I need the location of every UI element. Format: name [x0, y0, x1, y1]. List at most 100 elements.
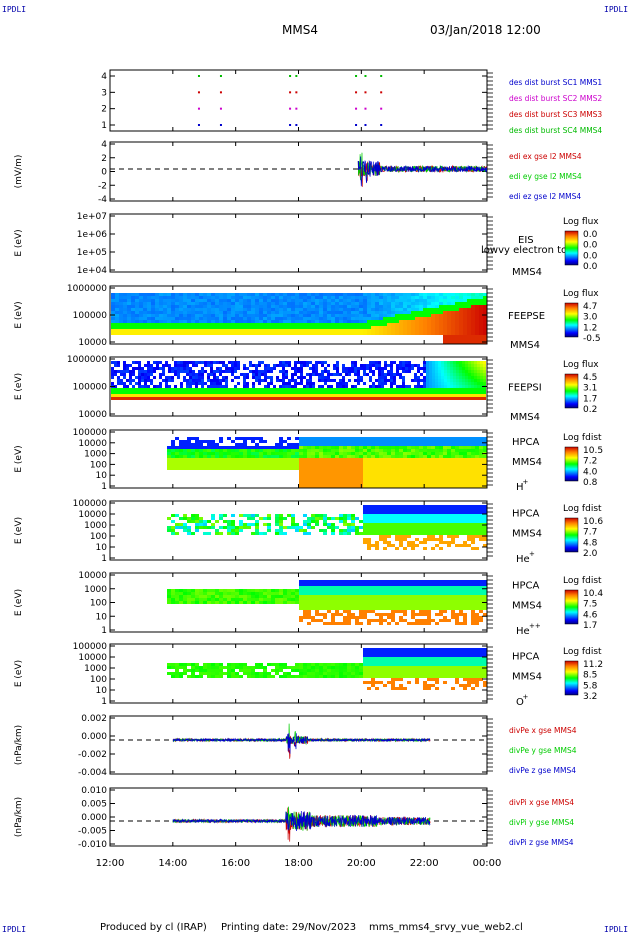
hpca_h-panel-cell — [215, 446, 219, 449]
feepse-panel-cell — [439, 326, 443, 329]
hpca_h-panel-cell — [451, 482, 455, 485]
feepse-panel-cell — [399, 299, 403, 302]
feepse-panel-cell — [299, 302, 303, 305]
hpca_h-panel-cell — [331, 461, 335, 464]
burst-mark — [295, 107, 298, 110]
feepsi-panel-cell — [483, 397, 486, 400]
feepse-panel-cell — [263, 332, 267, 335]
feepsi-panel-cell — [378, 376, 381, 379]
feepse-panel-cell — [331, 305, 335, 308]
hpca_h-panel-cell — [219, 467, 223, 470]
feepsi-panel-cell — [324, 367, 327, 370]
feepsi-panel-cell — [237, 367, 240, 370]
feepsi-panel-cell — [306, 385, 309, 388]
feepse-panel-cell — [199, 332, 203, 335]
feepse-panel-cell — [335, 323, 339, 326]
feepsi-panel-cell — [126, 364, 129, 367]
feepse-panel-cell — [203, 311, 207, 314]
hpca_h-panel-cell — [355, 476, 359, 479]
hpca_h-panel-cell — [455, 452, 459, 455]
feepse-panel-cell — [467, 308, 471, 311]
feepsi-panel-cell — [219, 373, 222, 376]
hpca_h-panel-cell — [387, 473, 391, 476]
hpca_h-panel-cell — [351, 452, 355, 455]
feepse-panel-cell — [163, 323, 167, 326]
hpca_h-panel-cell — [475, 479, 479, 482]
hpca_h-panel-cell — [375, 440, 379, 443]
feepsi-panel-cell — [471, 364, 474, 367]
feepsi-panel-cell — [144, 370, 147, 373]
hpca_h-panel-cell — [315, 437, 319, 440]
hpca_h-panel-cell — [471, 473, 475, 476]
hpca_h-panel-cell — [383, 476, 387, 479]
feepsi-panel-cell — [480, 367, 483, 370]
hpca_he1-panel-cell — [211, 517, 215, 520]
hpca_he1-panel-cell — [415, 511, 419, 514]
hpca_h-panel-cell — [411, 473, 415, 476]
feepse-panel-cell — [195, 293, 199, 296]
feepse-panel-cell — [295, 314, 299, 317]
feepsi-panel-cell — [168, 397, 171, 400]
hpca_h-panel-cell — [343, 461, 347, 464]
feepsi-panel-cell — [348, 367, 351, 370]
hpca_he2-panel-cell — [187, 601, 191, 604]
feepsi-panel-cell — [195, 373, 198, 376]
feepse-panel-cell — [355, 299, 359, 302]
hpca_h-panel-cell — [315, 452, 319, 455]
feepse-panel-cell — [471, 299, 475, 302]
feepse-panel-cell — [355, 305, 359, 308]
hpca_he1-panel-cell — [395, 514, 399, 517]
feepsi-panel-cell — [402, 397, 405, 400]
feepse-panel-cell — [375, 314, 379, 317]
feepsi-panel-cell — [417, 385, 420, 388]
feepse-panel-cell — [363, 326, 367, 329]
feepsi-panel-cell — [204, 394, 207, 397]
hpca_h-panel-cell — [347, 473, 351, 476]
hpca_h-panel-cell — [439, 455, 443, 458]
feepse-panel-cell — [195, 302, 199, 305]
feepse-panel-cell — [223, 305, 227, 308]
feepse-panel-cell — [131, 299, 135, 302]
corner-tag-bottom-right: IPDLI — [604, 925, 628, 934]
feepsi-panel-cell — [342, 367, 345, 370]
hpca_he1-panel-cell — [319, 517, 323, 520]
hpca_he1-panel-cell — [179, 526, 183, 529]
hpca_he1-panel-cell — [399, 529, 403, 532]
hpca_h-panel-cell — [307, 446, 311, 449]
feepse-panel-cell — [163, 314, 167, 317]
feepse-panel-cell — [371, 332, 375, 335]
feepsi-panel-cell — [378, 364, 381, 367]
feepse-panel-cell — [179, 299, 183, 302]
feepsi-panel-cell — [219, 382, 222, 385]
feepse-panel-cell — [467, 335, 471, 338]
feepse-panel-cell — [207, 296, 211, 299]
hpca_h-panel-cell — [379, 461, 383, 464]
feepse-panel-cell — [183, 323, 187, 326]
feepsi-panel-cell — [165, 364, 168, 367]
hpca_h-panel-cell — [243, 440, 247, 443]
feepsi-panel-cell — [282, 364, 285, 367]
feepsi-panel-label: FEEPSI — [508, 383, 542, 394]
feepsi-panel-cell — [318, 397, 321, 400]
feepse-panel-cell — [163, 302, 167, 305]
feepsi-panel-cell — [384, 391, 387, 394]
hpca_h-panel-cell — [319, 485, 323, 488]
feepsi-panel-cell — [354, 367, 357, 370]
feepsi-panel-cell — [432, 397, 435, 400]
feepsi-panel-cell — [189, 367, 192, 370]
hpca_he1-panel-cell — [291, 514, 295, 517]
feepse-panel-cell — [427, 293, 431, 296]
feepse-panel-cell — [143, 329, 147, 332]
hpca_he2-panel-cell — [267, 589, 271, 592]
feepse-panel-cell — [239, 329, 243, 332]
hpca_he1-panel-cell — [351, 514, 355, 517]
feepse-panel-cell — [363, 329, 367, 332]
feepse-panel-cell — [367, 320, 371, 323]
feepse-panel-cell — [111, 305, 115, 308]
feepse-panel-cell — [123, 323, 127, 326]
hpca_h-panel-cell — [259, 449, 263, 452]
feepse-panel-cell — [135, 299, 139, 302]
feepsi-panel-cell — [279, 361, 282, 364]
feepsi-panel-cell — [168, 394, 171, 397]
hpca_he1-panel-cell — [239, 520, 243, 523]
